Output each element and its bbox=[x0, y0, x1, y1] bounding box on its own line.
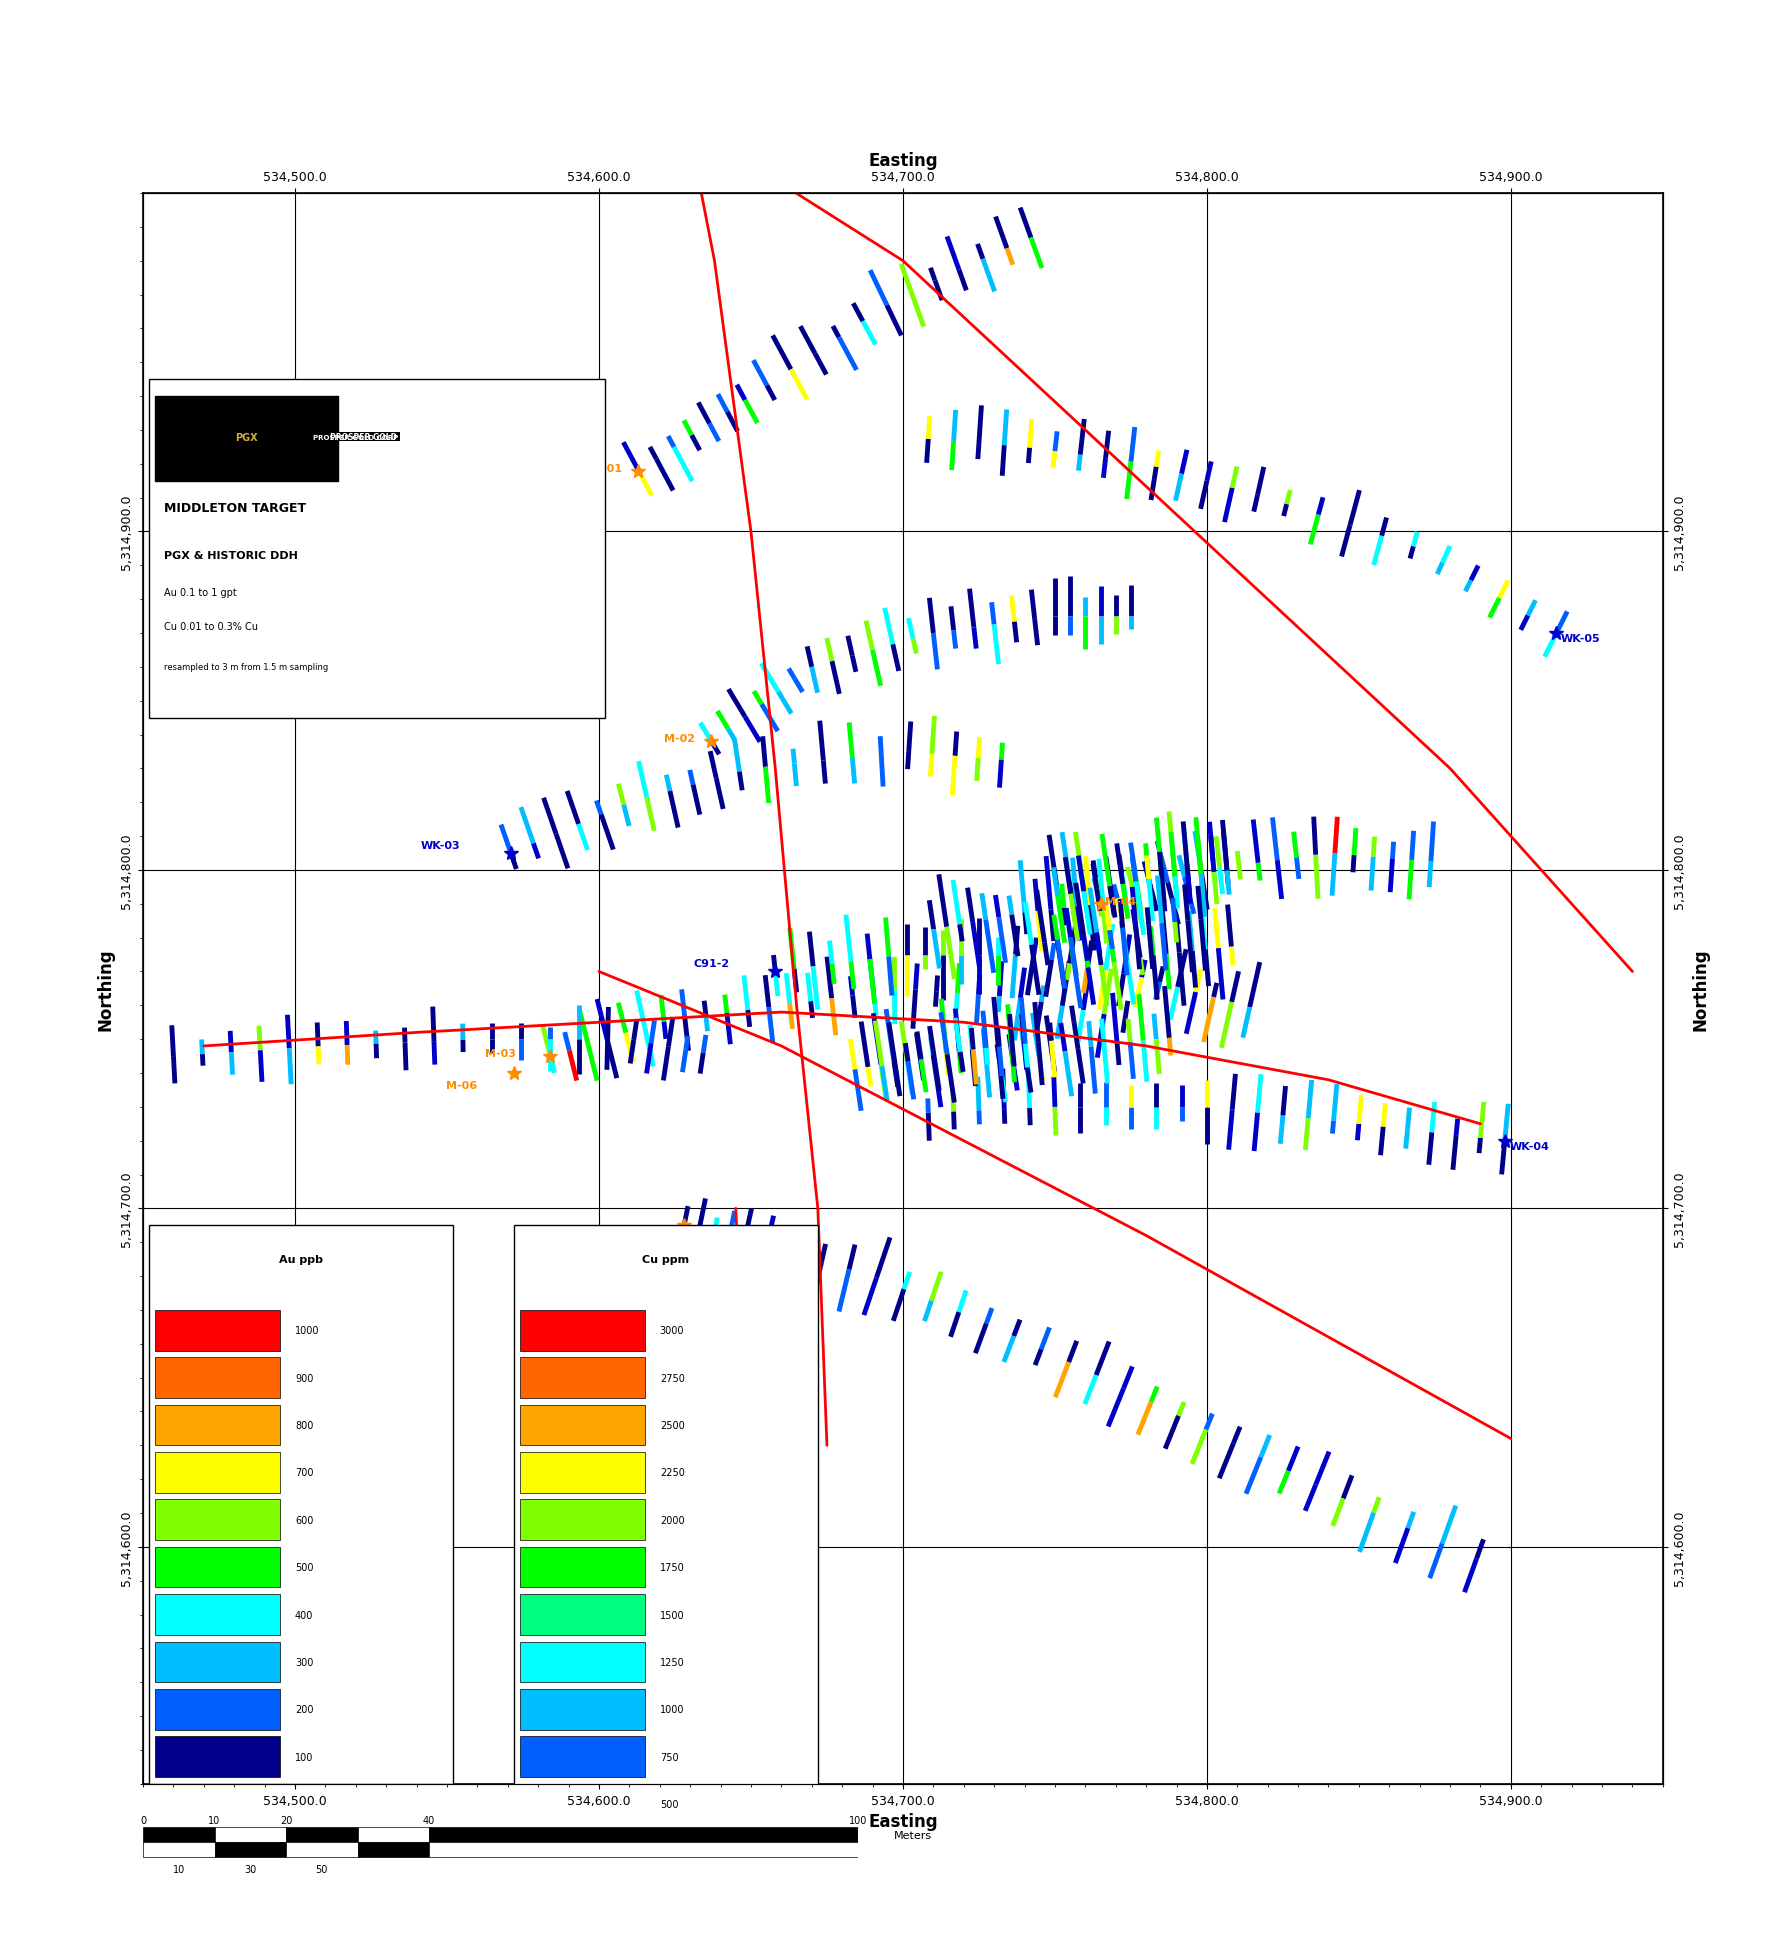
Bar bbox=[215, 1827, 286, 1842]
Text: 1000: 1000 bbox=[295, 1326, 320, 1336]
Bar bbox=[520, 1547, 644, 1588]
Text: 900: 900 bbox=[295, 1373, 313, 1383]
Bar bbox=[429, 1842, 858, 1858]
Text: PROSPER GOLD CORP: PROSPER GOLD CORP bbox=[313, 434, 399, 440]
Text: Au ppb: Au ppb bbox=[279, 1255, 324, 1264]
Text: WK-05: WK-05 bbox=[1561, 634, 1600, 644]
Bar bbox=[358, 1827, 429, 1842]
Bar bbox=[520, 1357, 644, 1398]
Text: WK-04: WK-04 bbox=[1509, 1142, 1548, 1152]
Bar bbox=[358, 1842, 429, 1858]
Text: 2750: 2750 bbox=[660, 1373, 685, 1383]
Bar bbox=[156, 1547, 279, 1588]
Bar bbox=[520, 1406, 644, 1446]
Text: 100: 100 bbox=[849, 1815, 867, 1825]
Bar bbox=[156, 1499, 279, 1540]
Bar bbox=[520, 1642, 644, 1683]
Text: M-06: M-06 bbox=[447, 1080, 477, 1090]
Bar bbox=[143, 1842, 215, 1858]
Text: Au 0.1 to 1 gpt: Au 0.1 to 1 gpt bbox=[164, 588, 238, 597]
Y-axis label: Northing: Northing bbox=[1691, 948, 1709, 1030]
Text: WK-03: WK-03 bbox=[420, 840, 461, 851]
Text: M-02: M-02 bbox=[663, 735, 696, 745]
Text: PROSPER GOLD CORP: PROSPER GOLD CORP bbox=[331, 432, 424, 442]
Text: 1250: 1250 bbox=[660, 1658, 685, 1668]
Bar bbox=[520, 1452, 644, 1493]
Bar bbox=[156, 1311, 279, 1351]
Bar bbox=[156, 1689, 279, 1730]
Text: M-07: M-07 bbox=[620, 1233, 653, 1243]
Text: 10: 10 bbox=[173, 1863, 184, 1873]
Text: M-04: M-04 bbox=[1105, 896, 1135, 906]
Text: 1500: 1500 bbox=[660, 1609, 685, 1619]
Bar bbox=[156, 1357, 279, 1398]
Text: 20: 20 bbox=[281, 1815, 291, 1825]
Bar bbox=[215, 1842, 286, 1858]
Bar bbox=[156, 1406, 279, 1446]
Bar bbox=[156, 1452, 279, 1493]
Text: 2250: 2250 bbox=[660, 1468, 685, 1478]
Bar bbox=[520, 1499, 644, 1540]
Text: MIDDLETON TARGET: MIDDLETON TARGET bbox=[164, 502, 306, 516]
Text: 10: 10 bbox=[209, 1815, 220, 1825]
Bar bbox=[520, 1594, 644, 1635]
Text: 750: 750 bbox=[660, 1751, 678, 1763]
Text: 50: 50 bbox=[316, 1863, 327, 1873]
Text: 2000: 2000 bbox=[660, 1514, 685, 1524]
Text: 30: 30 bbox=[245, 1863, 256, 1873]
FancyBboxPatch shape bbox=[513, 1225, 817, 1830]
Text: 700: 700 bbox=[295, 1468, 313, 1478]
Text: 400: 400 bbox=[295, 1609, 313, 1619]
Text: 600: 600 bbox=[295, 1514, 313, 1524]
X-axis label: Easting: Easting bbox=[869, 151, 937, 169]
Text: Meters: Meters bbox=[894, 1830, 932, 1840]
FancyBboxPatch shape bbox=[156, 397, 338, 481]
Bar bbox=[429, 1827, 858, 1842]
Text: 1000: 1000 bbox=[660, 1704, 685, 1714]
Bar bbox=[156, 1737, 279, 1778]
Y-axis label: Northing: Northing bbox=[97, 948, 114, 1030]
Text: 100: 100 bbox=[295, 1751, 313, 1763]
Bar bbox=[286, 1842, 358, 1858]
Text: 0: 0 bbox=[139, 1815, 147, 1825]
Text: 800: 800 bbox=[295, 1419, 313, 1431]
Text: 200: 200 bbox=[295, 1704, 313, 1714]
Text: 300: 300 bbox=[295, 1658, 313, 1668]
Text: 500: 500 bbox=[660, 1799, 678, 1809]
Bar bbox=[520, 1784, 644, 1825]
Text: 500: 500 bbox=[295, 1563, 313, 1573]
Text: M-01: M-01 bbox=[592, 463, 622, 473]
Bar bbox=[156, 1642, 279, 1683]
X-axis label: Easting: Easting bbox=[869, 1813, 937, 1830]
FancyBboxPatch shape bbox=[148, 380, 604, 717]
Text: PGX: PGX bbox=[234, 432, 257, 442]
Bar bbox=[520, 1737, 644, 1778]
FancyBboxPatch shape bbox=[148, 1225, 452, 1784]
Bar bbox=[520, 1311, 644, 1351]
Text: 2500: 2500 bbox=[660, 1419, 685, 1431]
Text: Cu ppm: Cu ppm bbox=[642, 1255, 690, 1264]
Text: 40: 40 bbox=[424, 1815, 434, 1825]
Bar bbox=[520, 1689, 644, 1730]
Bar bbox=[286, 1827, 358, 1842]
Text: 1750: 1750 bbox=[660, 1563, 685, 1573]
Text: PGX & HISTORIC DDH: PGX & HISTORIC DDH bbox=[164, 551, 299, 560]
Text: Cu 0.01 to 0.3% Cu: Cu 0.01 to 0.3% Cu bbox=[164, 622, 257, 632]
Bar bbox=[156, 1594, 279, 1635]
Text: C91-2: C91-2 bbox=[694, 960, 730, 970]
Text: resampled to 3 m from 1.5 m sampling: resampled to 3 m from 1.5 m sampling bbox=[164, 663, 329, 673]
Text: M-03: M-03 bbox=[485, 1049, 515, 1059]
Bar bbox=[143, 1827, 215, 1842]
Text: 3000: 3000 bbox=[660, 1326, 685, 1336]
